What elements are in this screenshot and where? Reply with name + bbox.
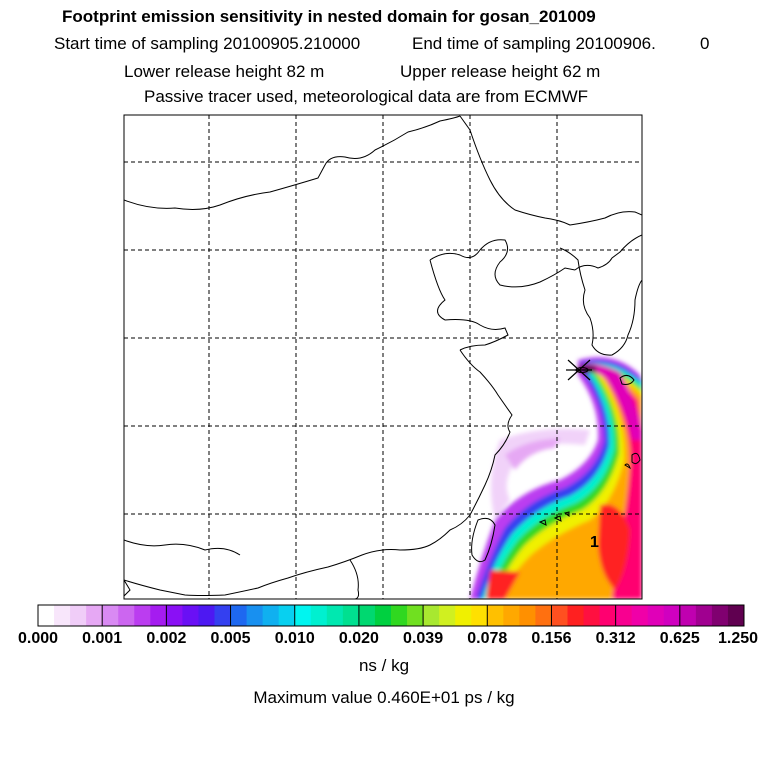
colorbar-tick-label: 0.000 [17,630,59,647]
colorbar-cell [294,605,312,626]
colorbar-cell [439,605,456,626]
colorbar-cell [246,605,264,626]
colorbar-cell [535,605,552,626]
lat-lon-grid [124,115,642,599]
plot-title: Footprint emission sensitivity in nested… [62,7,596,26]
colorbar-cell [631,605,649,626]
release-point-marker [566,359,592,381]
release-number-label: 1 [590,534,599,551]
colorbar-cell [374,605,392,626]
colorbar-cell [310,605,328,626]
colorbar-cell [198,605,215,626]
colorbar-tick-label: 0.020 [338,630,379,647]
end-time-suffix: 0 [700,34,710,53]
end-time-label: End time of sampling 20100906. [412,34,656,53]
maximum-value-label: Maximum value 0.460E+01 ps / kg [253,688,515,707]
upper-release-label: Upper release height 62 m [400,62,601,81]
map-frame [123,114,643,600]
colorbar-cell [326,605,344,626]
colorbar-cell [54,605,71,626]
colorbar-cell [38,605,55,626]
colorbar-cell [150,605,167,626]
colorbar-cell [727,605,745,626]
colorbar-cell [551,605,568,626]
tracer-info-label: Passive tracer used, meteorological data… [144,87,589,106]
colorbar-cell [567,605,585,626]
colorbar-unit-label: ns / kg [358,656,410,675]
colorbar-tick-label: 0.156 [531,630,572,647]
colorbar-cell [278,605,296,626]
coastlines [124,115,642,599]
sensitivity-plume [470,357,642,599]
colorbar-cell [230,605,248,626]
lower-release-label: Lower release height 82 m [124,62,325,81]
colorbar-cell [647,605,665,626]
colorbar-cell [455,605,472,626]
colorbar-tick-label: 0.312 [595,630,636,647]
colorbar-cell [134,605,151,626]
colorbar-cell [423,605,440,626]
colorbar-cell [102,605,119,626]
colorbar-cell [70,605,87,626]
colorbar-cell [711,605,729,626]
colorbar-tick-label: 0.005 [210,630,251,647]
colorbar-cell [679,605,697,626]
colorbar-cell [519,605,536,626]
colorbar-cell [262,605,280,626]
colorbar-cell [695,605,713,626]
colorbar-cell [118,605,135,626]
colorbar-cell [663,605,681,626]
colorbar-tick-label: 1.250 [717,630,759,647]
colorbar-tick-label: 0.039 [403,630,444,647]
colorbar-cell [583,605,601,626]
start-time-label: Start time of sampling 20100905.210000 [54,34,361,53]
colorbar-cell [182,605,199,626]
colorbar-tick-label: 0.010 [274,630,315,647]
colorbar-cell [615,605,633,626]
colorbar-cell [471,605,488,626]
colorbar-cell [599,605,617,626]
colorbar-cell [214,605,232,626]
colorbar-cell [503,605,520,626]
colorbar-cell [358,605,376,626]
colorbar-frame [37,604,745,627]
colorbar-cell [86,605,103,626]
colorbar-cell [407,605,424,626]
colorbar-cell [166,605,183,626]
colorbar-tick-label: 0.078 [467,630,508,647]
colorbar-cell [487,605,504,626]
colorbar-cell [391,605,408,626]
colorbar-cell [342,605,360,626]
colorbar-tick-label: 0.002 [146,630,187,647]
colorbar-tick-label: 0.625 [659,630,700,647]
colorbar-tick-label: 0.001 [82,630,123,647]
